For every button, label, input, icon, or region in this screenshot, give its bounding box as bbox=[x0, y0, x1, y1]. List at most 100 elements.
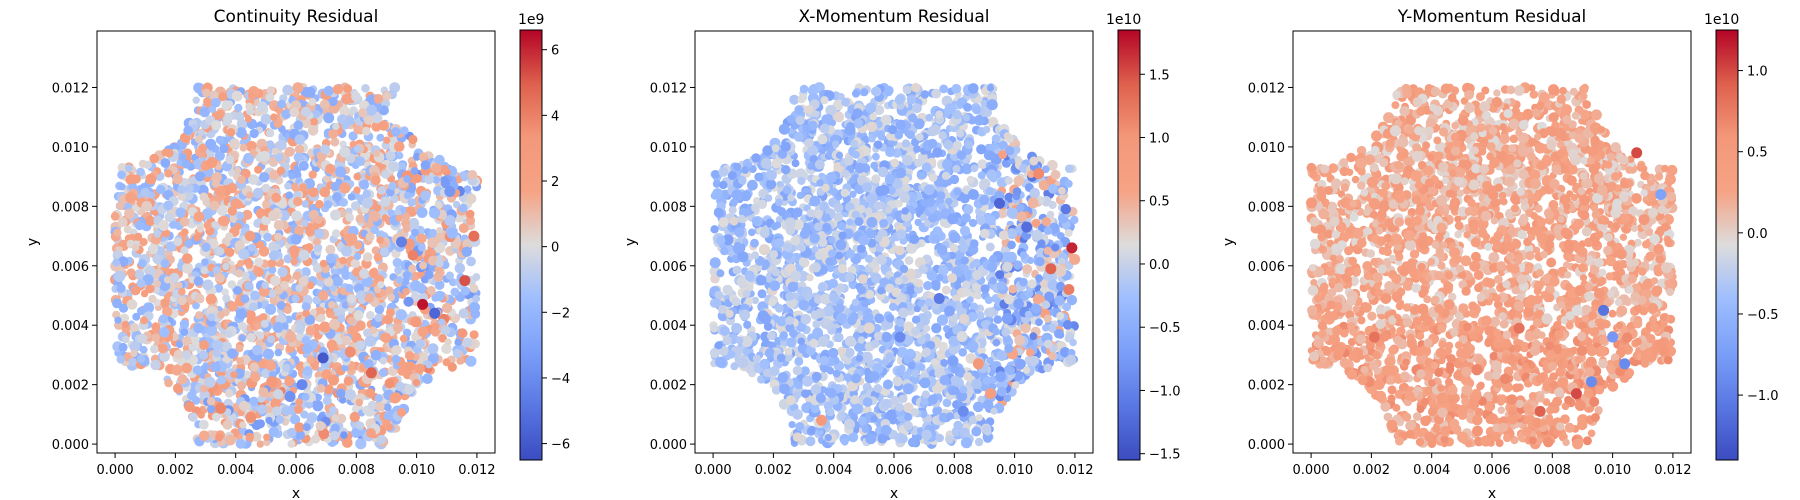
scatter-point bbox=[379, 247, 390, 257]
scatter-point bbox=[235, 438, 246, 449]
scatter-point bbox=[1004, 176, 1013, 185]
scatter-point bbox=[274, 286, 284, 295]
scatter-point bbox=[268, 250, 279, 261]
scatter-point-extreme bbox=[444, 186, 456, 197]
scatter-point bbox=[364, 293, 375, 303]
scatter-point bbox=[343, 84, 353, 94]
scatter-point bbox=[427, 343, 439, 354]
scatter-point bbox=[314, 228, 325, 239]
scatter-point bbox=[181, 159, 191, 169]
scatter-point bbox=[124, 208, 135, 220]
scatter-point bbox=[277, 99, 286, 109]
scatter-point bbox=[710, 225, 719, 234]
scatter-point bbox=[217, 375, 227, 385]
scatter-point-extreme bbox=[215, 402, 227, 414]
scatter-layer bbox=[110, 82, 482, 450]
scatter-point bbox=[282, 84, 294, 96]
scatter-point bbox=[211, 120, 222, 131]
scatter-point bbox=[288, 172, 296, 180]
scatter-point bbox=[308, 187, 319, 198]
scatter-point bbox=[330, 181, 340, 192]
scatter-point bbox=[206, 397, 216, 406]
scatter-point bbox=[353, 186, 361, 194]
scatter-point bbox=[244, 230, 256, 242]
scatter-point bbox=[237, 259, 245, 267]
scatter-point bbox=[328, 97, 338, 107]
scatter-point bbox=[331, 414, 339, 422]
scatter-point bbox=[211, 339, 223, 351]
scatter-point bbox=[163, 276, 172, 284]
scatter-point bbox=[254, 267, 265, 278]
scatter-point bbox=[936, 351, 945, 360]
scatter-point bbox=[153, 280, 161, 288]
scatter-point bbox=[472, 294, 481, 303]
scatter-point bbox=[940, 359, 949, 367]
scatter-point bbox=[230, 371, 238, 379]
scatter-point bbox=[284, 315, 293, 324]
colorbar-tick-label: 2 bbox=[551, 175, 559, 190]
scatter-point bbox=[318, 290, 329, 301]
scatter-point-extreme bbox=[266, 376, 278, 388]
scatter-point bbox=[979, 228, 990, 239]
scatter-point bbox=[193, 233, 202, 242]
scatter-point bbox=[140, 187, 150, 198]
scatter-point bbox=[225, 155, 235, 165]
scatter-point bbox=[383, 136, 391, 144]
colorbar-tick-label: 0 bbox=[551, 241, 559, 256]
scatter-point bbox=[337, 314, 346, 323]
scatter-point bbox=[870, 87, 880, 96]
scatter-point bbox=[444, 338, 452, 346]
scatter-point bbox=[235, 269, 244, 278]
scatter-point bbox=[465, 209, 475, 219]
scatter-point bbox=[301, 302, 311, 311]
scatter-point bbox=[256, 240, 265, 249]
scatter-point bbox=[374, 394, 383, 403]
scatter-point bbox=[350, 258, 360, 269]
scatter-point bbox=[387, 209, 395, 217]
scatter-point bbox=[184, 401, 195, 412]
scatter-point bbox=[441, 302, 453, 314]
scatter-point bbox=[209, 200, 220, 211]
scatter-point bbox=[416, 233, 427, 244]
scatter-point bbox=[192, 96, 200, 104]
scatter-point bbox=[394, 266, 402, 275]
scatter-point bbox=[402, 328, 412, 337]
scatter-point bbox=[121, 320, 130, 328]
scatter-point bbox=[237, 381, 246, 391]
scatter-point bbox=[160, 259, 170, 268]
scatter-point bbox=[376, 434, 387, 445]
scatter-point bbox=[966, 387, 975, 395]
scatter-point bbox=[391, 354, 401, 364]
scatter-point bbox=[259, 172, 270, 183]
scatter-point bbox=[374, 304, 385, 315]
scatter-point bbox=[193, 276, 204, 286]
scatter-point bbox=[130, 322, 139, 332]
scatter-point bbox=[424, 175, 434, 185]
scatter-point bbox=[413, 174, 423, 183]
scatter-point bbox=[378, 368, 388, 377]
scatter-point bbox=[226, 127, 236, 137]
scatter-point bbox=[798, 93, 808, 102]
scatter-point bbox=[192, 365, 203, 375]
scatter-point bbox=[215, 135, 225, 145]
scatter-point bbox=[236, 211, 245, 220]
scatter-point bbox=[153, 229, 162, 238]
x-axis-ticks: 0.000 0.002 0.004 0.006 0.008 0.010 0.012 bbox=[96, 453, 496, 478]
scatter-point bbox=[145, 284, 155, 294]
x-tick-label: 0.006 bbox=[277, 463, 314, 478]
scatter-point bbox=[298, 160, 309, 171]
scatter-point bbox=[748, 228, 756, 237]
scatter-point bbox=[118, 183, 126, 191]
x-tick-label: 0.008 bbox=[338, 463, 375, 478]
scatter-point bbox=[1069, 253, 1081, 265]
scatter-point bbox=[316, 313, 326, 323]
scatter-point bbox=[353, 172, 362, 181]
scatter-point bbox=[172, 173, 183, 185]
scatter-point bbox=[395, 309, 407, 321]
scatter-point bbox=[164, 212, 175, 223]
scatter-point bbox=[214, 283, 224, 293]
scatter-point bbox=[158, 343, 168, 354]
scatter-point bbox=[196, 225, 204, 233]
scatter-point bbox=[268, 426, 279, 438]
